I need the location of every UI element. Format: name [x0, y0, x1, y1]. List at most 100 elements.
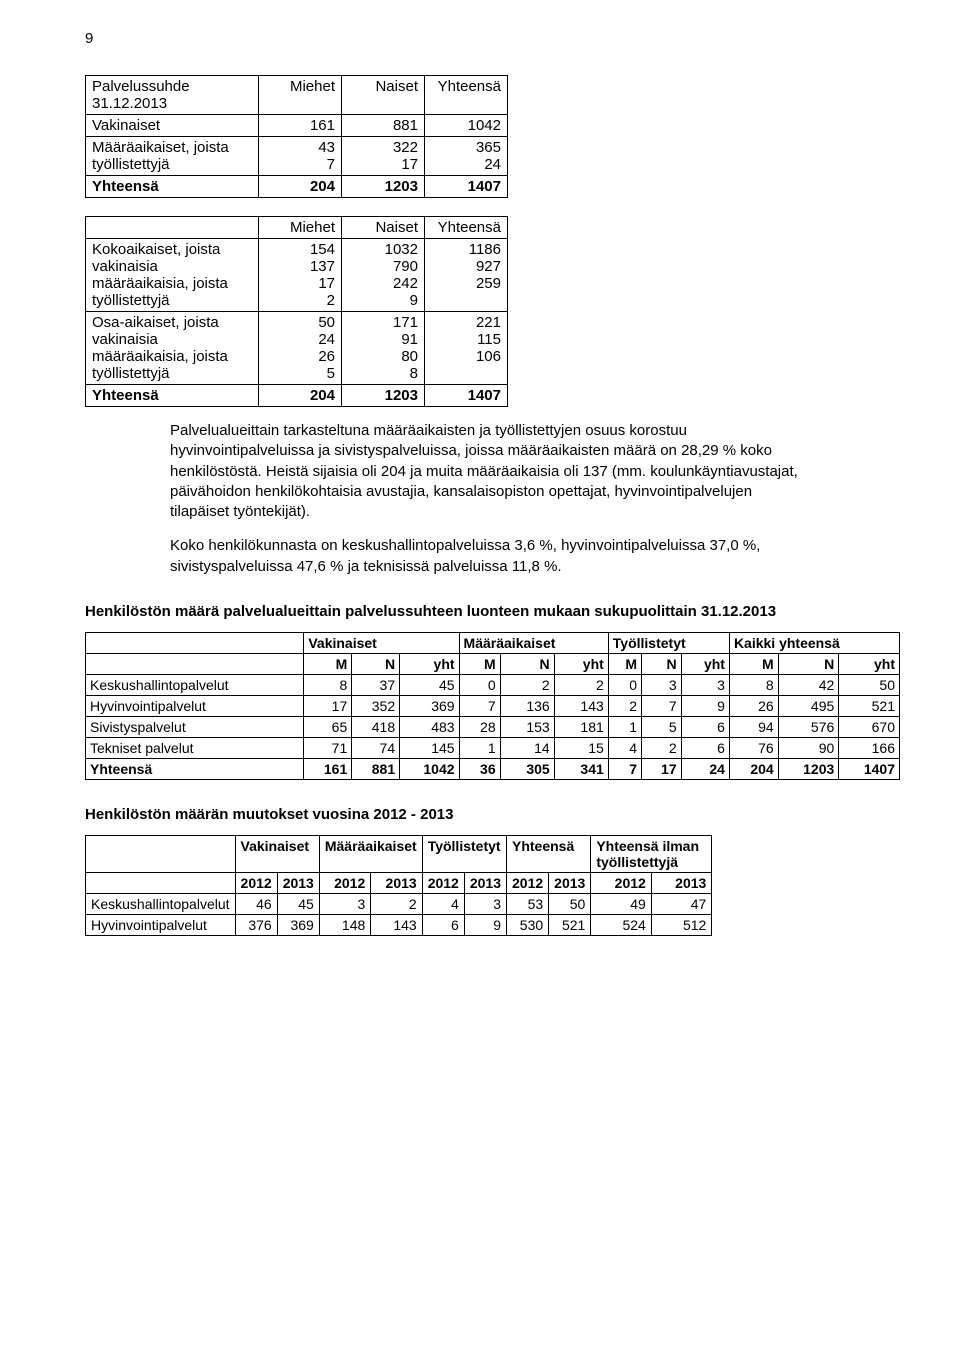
cell: 65 — [304, 716, 352, 737]
cell — [86, 632, 304, 653]
row-label: Hyvinvointipalvelut — [86, 914, 236, 935]
t1-h-naiset: Naiset — [342, 76, 425, 115]
table-palvelussuhde: Palvelussuhde 31.12.2013 Miehet Naiset Y… — [85, 75, 508, 198]
gh-kaikki: Kaikki yhteensä — [729, 632, 899, 653]
cell: 521 — [549, 914, 591, 935]
cell: 50 24 26 5 — [259, 312, 342, 385]
cell: M — [729, 653, 778, 674]
cell: 17 — [642, 758, 682, 779]
cell: 76 — [729, 737, 778, 758]
cell: 26 — [729, 695, 778, 716]
cell: 221 115 106 — [425, 312, 508, 385]
cell: 181 — [554, 716, 608, 737]
table-row: Hyvinvointipalvelut376369148143695305215… — [86, 914, 712, 935]
cell: N — [778, 653, 839, 674]
cell: 37 — [352, 674, 400, 695]
page-number: 9 — [85, 30, 900, 47]
cell: 143 — [371, 914, 422, 935]
cell: 153 — [500, 716, 554, 737]
cell: 483 — [400, 716, 459, 737]
cell: 1407 — [839, 758, 900, 779]
row-label: Yhteensä — [86, 758, 304, 779]
t1-corner: Palvelussuhde 31.12.2013 — [86, 76, 259, 115]
sub-header-row: 2012 2013 2012 2013 2012 2013 2012 2013 … — [86, 872, 712, 893]
cell: 8 — [729, 674, 778, 695]
table-muutokset: Vakinaiset Määräaikaiset Työllistetyt Yh… — [85, 835, 712, 936]
cell: 7 — [608, 758, 641, 779]
cell: 8 — [304, 674, 352, 695]
gh-maaraaikaiset: Määräaikaiset — [319, 835, 422, 872]
cell: 45 — [400, 674, 459, 695]
cell: 2012 — [319, 872, 370, 893]
cell: 2013 — [651, 872, 712, 893]
cell: 3 — [319, 893, 370, 914]
cell: 36 — [459, 758, 500, 779]
cell: 1 — [608, 716, 641, 737]
gh-vakinaiset: Vakinaiset — [304, 632, 459, 653]
cell: M — [304, 653, 352, 674]
cell: 4 — [608, 737, 641, 758]
cell: 71 — [304, 737, 352, 758]
cell: 0 — [608, 674, 641, 695]
sub-header-row: M N yht M N yht M N yht M N yht — [86, 653, 900, 674]
cell: 171 91 80 8 — [342, 312, 425, 385]
cell: 0 — [459, 674, 500, 695]
cell: 143 — [554, 695, 608, 716]
row-label: Vakinaiset — [86, 115, 259, 137]
table-row: Sivistyspalvelut654184832815318115694576… — [86, 716, 900, 737]
cell: 161 — [259, 115, 342, 137]
cell: 369 — [400, 695, 459, 716]
paragraph-1: Palvelualueittain tarkasteltuna määräaik… — [170, 421, 810, 522]
cell: 322 17 — [342, 137, 425, 176]
cell: 6 — [681, 737, 729, 758]
t2-h-miehet: Miehet — [259, 217, 342, 239]
table-row: Tekniset palvelut7174145114154267690166 — [86, 737, 900, 758]
cell: 530 — [507, 914, 549, 935]
cell: 2 — [642, 737, 682, 758]
cell: 352 — [352, 695, 400, 716]
cell: 3 — [681, 674, 729, 695]
cell: 154 137 17 2 — [259, 239, 342, 312]
t2-h-naiset: Naiset — [342, 217, 425, 239]
cell: 50 — [549, 893, 591, 914]
cell: M — [459, 653, 500, 674]
gh-maaraaikaiset: Määräaikaiset — [459, 632, 608, 653]
row-label: Osa-aikaiset, joista vakinaisia määräaik… — [86, 312, 259, 385]
cell: 9 — [681, 695, 729, 716]
gh-yhteensa: Yhteensä — [507, 835, 591, 872]
table-row: Määräaikaiset, joista työllistettyjä 43 … — [86, 137, 508, 176]
cell: 2012 — [422, 872, 464, 893]
cell: 94 — [729, 716, 778, 737]
table-row: Hyvinvointipalvelut173523697136143279264… — [86, 695, 900, 716]
row-label: Tekniset palvelut — [86, 737, 304, 758]
cell: 3 — [642, 674, 682, 695]
cell: 50 — [839, 674, 900, 695]
cell: 136 — [500, 695, 554, 716]
row-label: Keskushallintopalvelut — [86, 674, 304, 695]
cell: 15 — [554, 737, 608, 758]
cell: N — [642, 653, 682, 674]
cell: 2 — [371, 893, 422, 914]
cell: 881 — [352, 758, 400, 779]
cell: 2013 — [371, 872, 422, 893]
cell: 28 — [459, 716, 500, 737]
cell: 376 — [235, 914, 277, 935]
cell: 2012 — [507, 872, 549, 893]
cell: 6 — [422, 914, 464, 935]
cell: M — [608, 653, 641, 674]
cell: 2012 — [591, 872, 652, 893]
table-row: Osa-aikaiset, joista vakinaisia määräaik… — [86, 312, 508, 385]
cell: 145 — [400, 737, 459, 758]
table-row-total: Yhteensä 204 1203 1407 — [86, 385, 508, 407]
cell: 42 — [778, 674, 839, 695]
row-label: Kokoaikaiset, joista vakinaisia määräaik… — [86, 239, 259, 312]
table-row: Vakinaiset 161 881 1042 — [86, 115, 508, 137]
gh-tyollistetyt: Työllistetyt — [608, 632, 729, 653]
cell: 49 — [591, 893, 652, 914]
cell: N — [500, 653, 554, 674]
section-head-3: Henkilöstön määrä palvelualueittain palv… — [85, 603, 900, 620]
cell: 1032 790 242 9 — [342, 239, 425, 312]
cell: 45 — [277, 893, 319, 914]
t1-h-yht: Yhteensä — [425, 76, 508, 115]
row-label: Yhteensä — [86, 385, 259, 407]
